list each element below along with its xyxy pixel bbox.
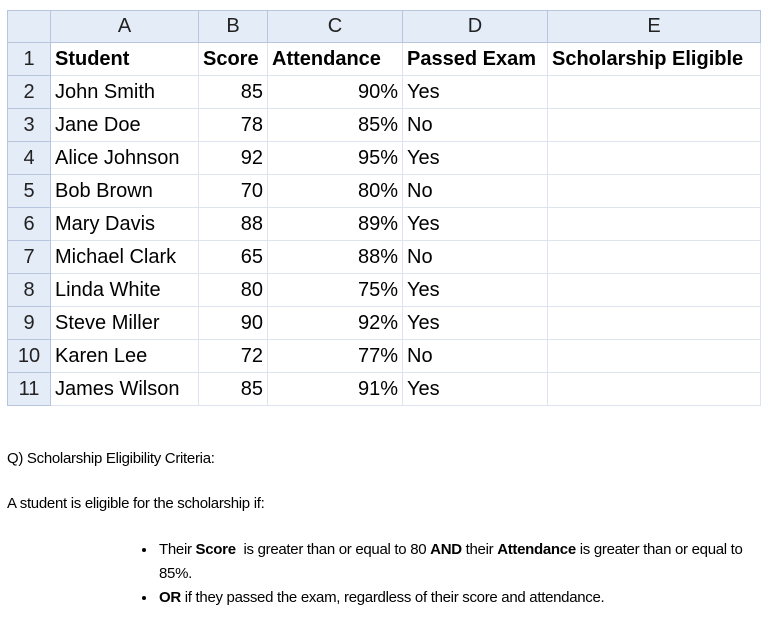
cell[interactable]: Alice Johnson	[50, 141, 199, 175]
cell[interactable]	[547, 306, 761, 340]
row-header[interactable]: 4	[7, 141, 51, 175]
cell[interactable]: Yes	[402, 306, 548, 340]
criteria-list: Their Score is greater than or equal to …	[135, 538, 767, 610]
criteria-text: if they passed the exam, regardless of t…	[180, 589, 605, 606]
row-header[interactable]: 1	[7, 42, 51, 76]
cell[interactable]: Jane Doe	[50, 108, 199, 142]
criteria-text: is greater than or equal to 85%.	[159, 541, 747, 582]
cell[interactable]: 90	[198, 306, 268, 340]
criteria-text: OR	[159, 589, 181, 606]
criteria-text: Score	[195, 541, 237, 558]
column-header-d[interactable]: D	[402, 10, 548, 43]
cell[interactable]: Yes	[402, 273, 548, 307]
criteria-text: is greater than or equal to 80	[235, 541, 431, 558]
cell[interactable]	[547, 273, 761, 307]
table-row: 11 James Wilson 85 91% Yes	[7, 372, 761, 406]
cell[interactable]: Karen Lee	[50, 339, 199, 373]
cell[interactable]: 90%	[267, 75, 403, 109]
row-header[interactable]: 7	[7, 240, 51, 274]
cell[interactable]: 85	[198, 75, 268, 109]
criteria-item: Their Score is greater than or equal to …	[157, 538, 767, 586]
cell[interactable]: 75%	[267, 273, 403, 307]
cell[interactable]: 85	[198, 372, 268, 406]
cell[interactable]: 89%	[267, 207, 403, 241]
table-row: 9 Steve Miller 90 92% Yes	[7, 306, 761, 340]
row-header[interactable]: 11	[7, 372, 51, 406]
table-row: 5 Bob Brown 70 80% No	[7, 174, 761, 208]
cell[interactable]: 91%	[267, 372, 403, 406]
cell[interactable]: Bob Brown	[50, 174, 199, 208]
cell[interactable]: 70	[198, 174, 268, 208]
cell[interactable]: 85%	[267, 108, 403, 142]
cell[interactable]: 65	[198, 240, 268, 274]
row-header[interactable]: 6	[7, 207, 51, 241]
row-header[interactable]: 5	[7, 174, 51, 208]
cell[interactable]: Linda White	[50, 273, 199, 307]
cell[interactable]: 95%	[267, 141, 403, 175]
column-header-b[interactable]: B	[198, 10, 268, 43]
table-row: 4 Alice Johnson 92 95% Yes	[7, 141, 761, 175]
cell[interactable]: Yes	[402, 207, 548, 241]
criteria-text: Attendance	[497, 541, 576, 558]
table-header-row: 1 Student Score Attendance Passed Exam Schola…	[7, 42, 761, 76]
question-intro: A student is eligible for the scholarshi…	[7, 495, 265, 512]
column-header-c[interactable]: C	[267, 10, 403, 43]
cell[interactable]	[547, 372, 761, 406]
header-cell[interactable]: Scholarship Eligible	[547, 42, 761, 76]
cell[interactable]: 88	[198, 207, 268, 241]
spreadsheet-grid: A B C D E 1 Student Score Attendance Passed Exam S…	[7, 10, 761, 406]
criteria-text: AND	[430, 541, 462, 558]
cell[interactable]	[547, 108, 761, 142]
cell[interactable]	[547, 339, 761, 373]
cell[interactable]: Yes	[402, 141, 548, 175]
criteria-text: Their	[159, 541, 196, 558]
row-header[interactable]: 2	[7, 75, 51, 109]
cell[interactable]: 92%	[267, 306, 403, 340]
header-cell[interactable]: Score	[198, 42, 268, 76]
cell[interactable]: 80%	[267, 174, 403, 208]
criteria-item: OR if they passed the exam, regardless o…	[157, 586, 767, 610]
criteria-text: their	[461, 541, 498, 558]
cell[interactable]: Michael Clark	[50, 240, 199, 274]
table-row: 2 John Smith 85 90% Yes	[7, 75, 761, 109]
cell[interactable]: James Wilson	[50, 372, 199, 406]
column-header-e[interactable]: E	[547, 10, 761, 43]
cell[interactable]: 77%	[267, 339, 403, 373]
cell[interactable]: Yes	[402, 372, 548, 406]
cell[interactable]: Yes	[402, 75, 548, 109]
cell[interactable]: No	[402, 240, 548, 274]
question-title: Q) Scholarship Eligibility Criteria:	[7, 450, 215, 467]
row-header[interactable]: 3	[7, 108, 51, 142]
table-row: 3 Jane Doe 78 85% No	[7, 108, 761, 142]
table-row: 10 Karen Lee 72 77% No	[7, 339, 761, 373]
row-header[interactable]: 8	[7, 273, 51, 307]
cell[interactable]: No	[402, 108, 548, 142]
header-cell[interactable]: Student	[50, 42, 199, 76]
cell[interactable]: 80	[198, 273, 268, 307]
table-row: 7 Michael Clark 65 88% No	[7, 240, 761, 274]
header-cell[interactable]: Passed Exam	[402, 42, 548, 76]
cell[interactable]: 72	[198, 339, 268, 373]
table-row: 6 Mary Davis 88 89% Yes	[7, 207, 761, 241]
cell[interactable]: 92	[198, 141, 268, 175]
column-header-a[interactable]: A	[50, 10, 199, 43]
cell[interactable]: 78	[198, 108, 268, 142]
cell[interactable]	[547, 75, 761, 109]
cell[interactable]: John Smith	[50, 75, 199, 109]
cell[interactable]: Steve Miller	[50, 306, 199, 340]
header-cell[interactable]: Attendance	[267, 42, 403, 76]
cell[interactable]: No	[402, 174, 548, 208]
cell[interactable]: Mary Davis	[50, 207, 199, 241]
cell[interactable]: 88%	[267, 240, 403, 274]
cell[interactable]	[547, 207, 761, 241]
select-all-button[interactable]	[7, 10, 51, 43]
table-row: 8 Linda White 80 75% Yes	[7, 273, 761, 307]
row-header[interactable]: 9	[7, 306, 51, 340]
cell[interactable]: No	[402, 339, 548, 373]
cell[interactable]	[547, 240, 761, 274]
cell[interactable]	[547, 141, 761, 175]
row-header[interactable]: 10	[7, 339, 51, 373]
cell[interactable]	[547, 174, 761, 208]
